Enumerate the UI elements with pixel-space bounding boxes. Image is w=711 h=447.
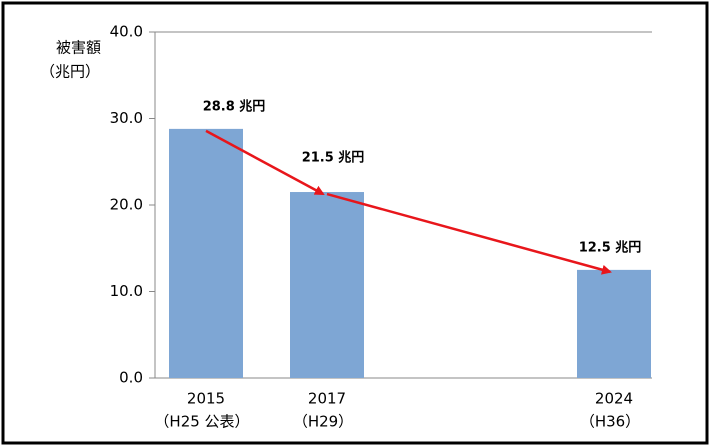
bar [169,128,243,378]
x-tick-label: 2024 [595,390,633,408]
trend-arrow [205,129,325,196]
data-label: 12.5 兆円 [579,239,642,255]
y-tick-label: 30.0 [110,109,143,127]
y-tick-label: 0.0 [119,369,143,387]
y-tick-label: 20.0 [110,196,143,214]
x-tick-sublabel: （H29） [293,413,353,431]
y-axis-label: 被害額 [56,39,101,57]
bar [290,192,364,378]
trend-arrow [326,192,612,275]
bar [577,269,651,378]
data-label: 21.5 兆円 [302,150,365,166]
x-tick-sublabel: （H25 公表） [154,413,249,431]
data-label: 28.8 兆円 [203,98,266,114]
x-tick-label: 2017 [308,390,346,408]
y-tick-label: 40.0 [110,23,143,41]
x-tick-sublabel: （H36） [580,413,640,431]
y-axis-unit: （兆円） [40,63,100,81]
x-tick-label: 2015 [187,390,225,408]
y-tick-label: 10.0 [110,282,143,300]
